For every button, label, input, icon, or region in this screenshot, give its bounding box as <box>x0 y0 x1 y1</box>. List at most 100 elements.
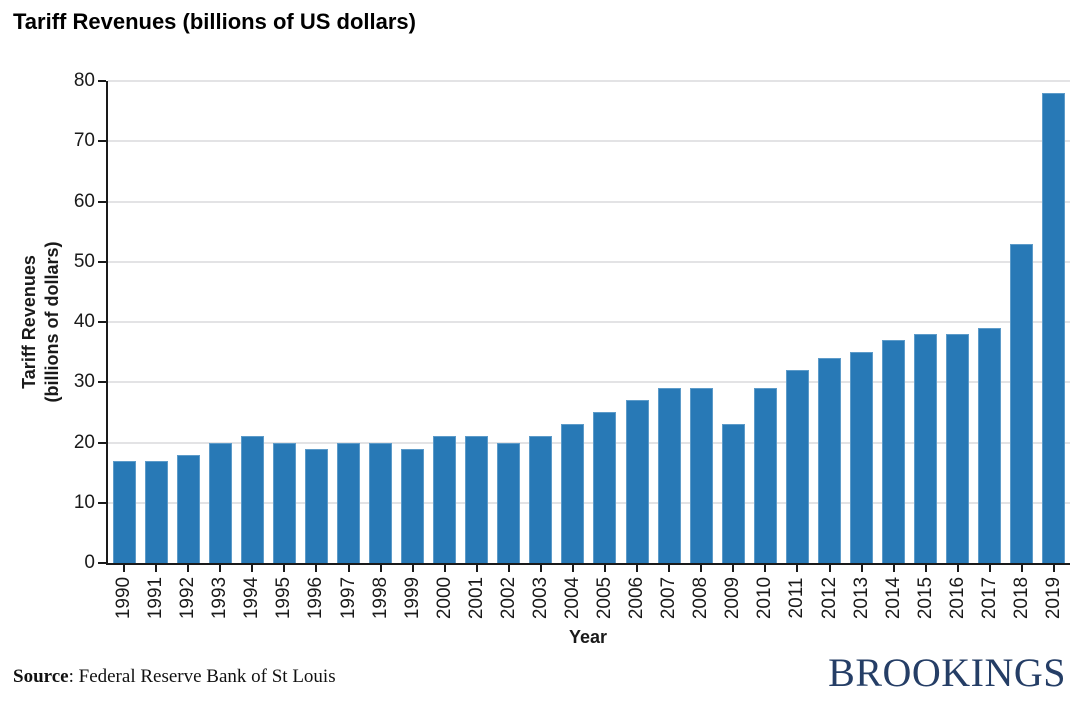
x-tick-mark <box>1052 565 1055 572</box>
gridline-50 <box>108 260 1070 263</box>
y-tick-label: 0 <box>84 552 95 573</box>
gridline-20 <box>108 441 1070 444</box>
x-tick-label: 2016 <box>946 576 968 620</box>
y-tick-label: 60 <box>73 190 95 212</box>
x-tick-mark <box>475 565 478 572</box>
gridline-40 <box>108 321 1070 323</box>
bar-slot-2010 <box>749 81 781 563</box>
x-tick-label: 2004 <box>561 576 583 620</box>
x-tick-label: 1995 <box>273 576 295 620</box>
x-tick-mark <box>924 565 927 572</box>
x-tick-label: 1998 <box>369 576 391 620</box>
x-tick-mark <box>571 565 574 572</box>
bar-2018 <box>1010 243 1034 563</box>
y-tick-mark <box>98 260 106 263</box>
x-tick-label: 2015 <box>914 576 936 620</box>
x-tick-label: 2008 <box>690 576 712 620</box>
gridline-80 <box>108 80 1070 82</box>
x-axis-label: Year <box>568 627 608 647</box>
x-tick-mark <box>636 565 639 572</box>
y-axis: 80 70 60 50 40 30 20 10 0 <box>74 70 1070 573</box>
x-tick-mark <box>283 565 286 572</box>
source-text: : Federal Reserve Bank of St Louis <box>68 666 336 687</box>
bar-1995 <box>272 442 296 563</box>
x-tick-mark <box>411 565 414 572</box>
x-tick-label: 2011 <box>786 577 808 619</box>
bar-2008 <box>689 388 713 563</box>
bar-slot-1994 <box>236 81 268 563</box>
bar-1991 <box>144 460 168 563</box>
bar-2006 <box>625 400 649 563</box>
x-tick-mark <box>219 565 222 572</box>
x-tick-label: 1992 <box>177 576 199 620</box>
bar-2012 <box>817 358 841 563</box>
bar-2005 <box>593 412 617 563</box>
y-tick-mark <box>98 80 106 82</box>
plot-area: 80 70 60 50 40 30 20 10 0 1990 1991 1992 1993 1994 19… <box>74 70 1070 619</box>
y-tick-mark <box>98 200 106 203</box>
x-tick-mark <box>123 565 126 572</box>
x-tick-label: 2018 <box>1010 576 1032 620</box>
x-tick-mark <box>732 565 735 572</box>
x-tick-label: 2000 <box>433 576 455 620</box>
x-tick-mark <box>892 565 895 572</box>
x-tick-mark <box>860 565 863 572</box>
y-tick-mark <box>98 381 106 384</box>
bar-slot-2011 <box>781 81 813 563</box>
bar-2009 <box>721 424 745 563</box>
bar-2014 <box>882 340 906 563</box>
x-tick-label: 1991 <box>145 576 167 620</box>
x-tick-label: 1990 <box>113 576 135 620</box>
bar-slot-1995 <box>268 81 300 563</box>
x-tick-label: 2006 <box>626 576 648 620</box>
chart-title: Tariff Revenues (billions of US dollars) <box>13 9 416 34</box>
x-tick-mark <box>668 565 671 572</box>
x-tick-label: 2012 <box>818 576 840 620</box>
bar-slot-2012 <box>813 81 845 563</box>
y-tick-label: 50 <box>73 250 95 272</box>
x-tick-label: 2017 <box>978 576 1000 620</box>
x-tick-label: 2009 <box>722 576 744 620</box>
bar-slot-2006 <box>621 81 653 563</box>
bar-slot-2019 <box>1038 81 1070 563</box>
bar-2007 <box>657 388 681 563</box>
bar-1993 <box>208 442 232 563</box>
x-tick-mark <box>187 565 190 572</box>
bar-slot-2003 <box>525 81 557 563</box>
bar-1999 <box>401 448 425 563</box>
y-tick-label: 40 <box>73 311 95 332</box>
bar-slot-1990 <box>108 81 140 563</box>
y-tick-mark <box>98 441 106 444</box>
bar-1994 <box>240 436 264 563</box>
bar-slot-2018 <box>1006 81 1038 563</box>
brookings-logo: BROOKINGS <box>828 650 1066 695</box>
bar-1997 <box>336 442 360 563</box>
y-tick-mark <box>98 501 106 504</box>
bar-slot-1996 <box>300 81 332 563</box>
bar-2015 <box>914 334 938 563</box>
bar-2013 <box>849 352 873 563</box>
gridlines-layer <box>108 80 1070 563</box>
x-tick-mark <box>796 565 799 572</box>
bar-slot-1992 <box>172 81 204 563</box>
bar-slot-2017 <box>974 81 1006 563</box>
bar-1992 <box>176 454 200 563</box>
x-tick-mark <box>347 565 350 572</box>
bar-2010 <box>753 388 777 563</box>
source-label: Source <box>13 666 69 687</box>
gridline-70 <box>108 140 1070 143</box>
bar-1996 <box>304 448 328 563</box>
x-tick-label: 2005 <box>594 576 616 620</box>
x-tick-mark <box>443 565 446 572</box>
bar-2001 <box>465 436 489 563</box>
gridline-10 <box>108 501 1070 504</box>
y-tick-mark <box>98 140 106 143</box>
bar-2002 <box>497 442 521 563</box>
bar-slot-2009 <box>717 81 749 563</box>
bar-slot-1997 <box>332 81 364 563</box>
x-tick-mark <box>988 565 991 572</box>
bar-slot-2004 <box>557 81 589 563</box>
x-tick-mark <box>604 565 607 572</box>
x-tick-label: 1997 <box>337 576 359 620</box>
